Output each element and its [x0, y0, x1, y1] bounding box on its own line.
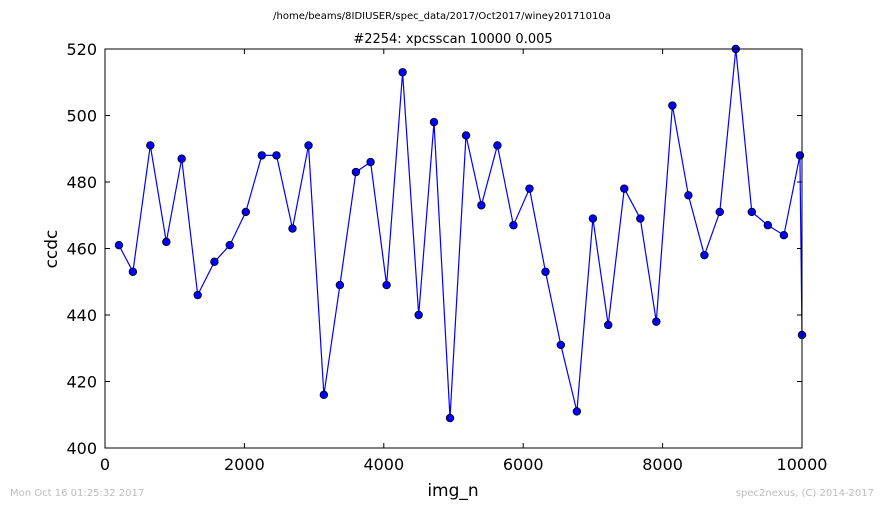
data-point — [620, 184, 629, 193]
data-point — [652, 317, 661, 326]
data-point — [509, 221, 518, 230]
data-point — [272, 151, 281, 160]
plot-frame — [104, 48, 803, 449]
x-tick-label: 4000 — [363, 455, 404, 474]
x-tick-label: 10000 — [777, 455, 828, 474]
data-point — [146, 141, 155, 150]
data-point — [225, 240, 234, 250]
chart-suptitle: /home/beams/8IDIUSER/spec_data/2017/Oct2… — [273, 11, 611, 22]
data-point — [763, 221, 773, 230]
y-tick-label: 480 — [66, 173, 97, 192]
x-tick-label: 2000 — [224, 455, 265, 474]
data-point — [382, 280, 391, 290]
chart-title: #2254: xpcsscan 10000 0.005 — [353, 32, 552, 47]
data-point — [210, 257, 219, 266]
data-point — [541, 267, 550, 276]
data-point — [288, 224, 297, 233]
y-axis: 400 420 440 460 480 500 520 — [66, 40, 802, 458]
data-point — [779, 230, 789, 240]
y-tick-label: 520 — [66, 40, 97, 59]
data-point — [114, 240, 124, 250]
y-tick-label: 400 — [66, 439, 97, 458]
data-point — [414, 310, 423, 320]
data-point — [429, 117, 439, 127]
data-point — [636, 214, 645, 223]
data-point — [604, 320, 613, 330]
footer-timestamp: Mon Oct 16 01:25:32 2017 — [10, 488, 145, 499]
x-tick-label: 6000 — [503, 455, 544, 474]
data-point — [572, 407, 582, 416]
data-point — [588, 214, 598, 223]
data-point — [177, 154, 186, 163]
data-point — [304, 141, 313, 150]
data-point — [477, 201, 486, 210]
data-point — [257, 151, 267, 160]
data-point — [461, 131, 471, 140]
data-point — [668, 101, 677, 110]
x-axis-label: img_n — [427, 481, 478, 501]
x-axis: 0 2000 4000 6000 8000 10000 — [100, 49, 828, 474]
data-point — [556, 340, 566, 350]
data-point — [684, 191, 693, 200]
data-point — [747, 207, 757, 217]
data-point — [162, 237, 171, 247]
y-tick-label: 420 — [66, 373, 97, 392]
data-point — [493, 141, 502, 150]
data-point — [525, 184, 534, 193]
data-point — [795, 151, 805, 160]
x-tick-label: 0 — [100, 455, 110, 474]
data-point — [319, 390, 329, 399]
data-point — [241, 207, 250, 217]
data-point — [445, 413, 455, 423]
data-point — [398, 68, 407, 77]
data-point — [193, 290, 202, 300]
data-point — [366, 157, 375, 167]
plot-area — [114, 44, 807, 423]
data-point — [351, 167, 361, 177]
data-point — [715, 207, 724, 217]
y-tick-label: 500 — [66, 107, 97, 126]
data-point — [128, 267, 138, 276]
x-tick-label: 8000 — [642, 455, 683, 474]
y-axis-label: ccdc — [42, 230, 62, 269]
series-line — [118, 48, 803, 419]
data-point — [700, 250, 709, 260]
y-tick-label: 440 — [66, 306, 97, 325]
data-point — [335, 280, 345, 290]
y-tick-label: 460 — [66, 240, 97, 259]
footer-credit: spec2nexus, (C) 2014-2017 — [735, 488, 874, 499]
